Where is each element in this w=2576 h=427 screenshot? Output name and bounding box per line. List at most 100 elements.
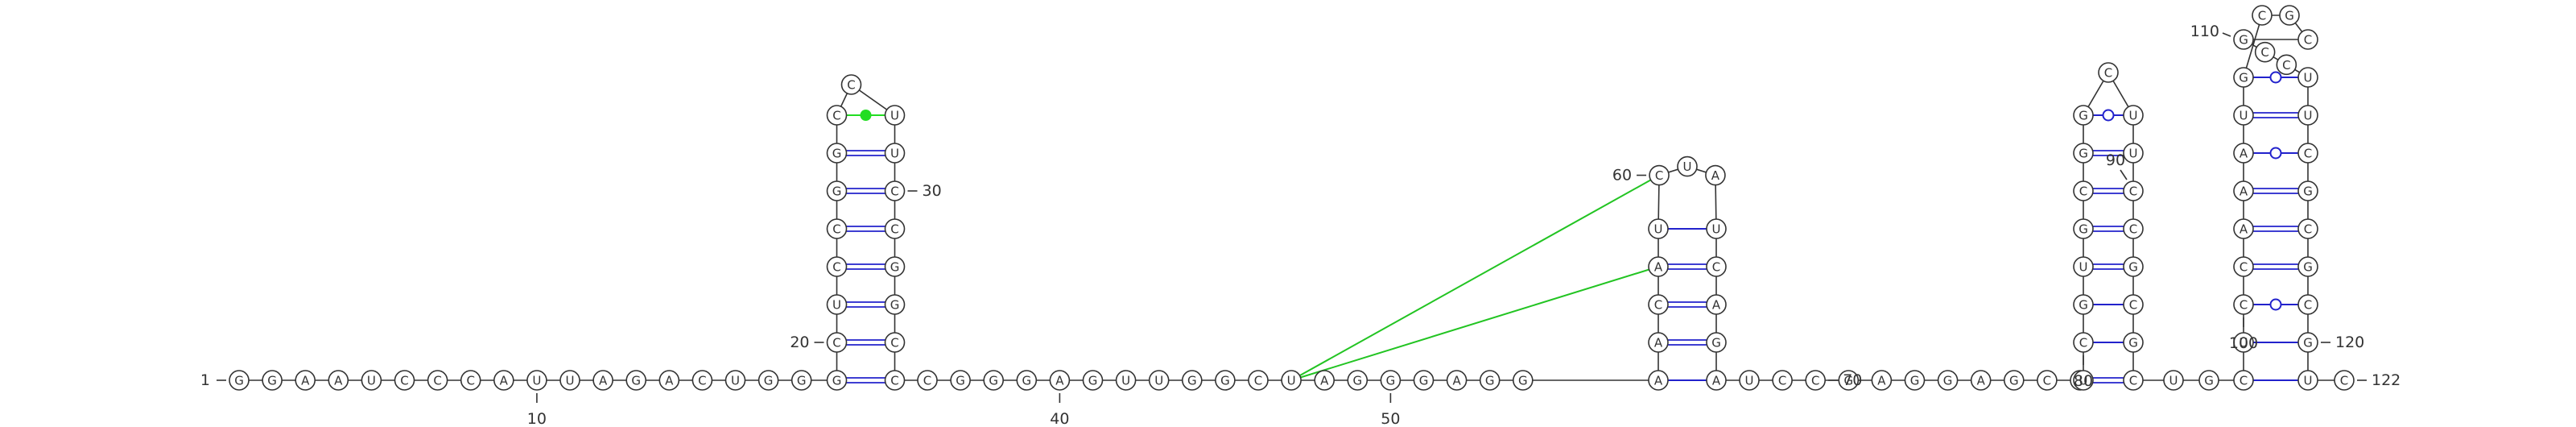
nucleotide: U [2233,332,2254,353]
nucleotide-letter: G [989,374,998,388]
nucleotide-circle [2123,105,2144,126]
nucleotide-letter: C [2260,45,2268,60]
nucleotide: G [884,256,906,277]
nucleotide-letter: G [2204,374,2214,388]
nucleotide-letter: G [764,374,774,388]
nucleotide: C [2073,180,2094,201]
nucleotide: A [1871,370,1893,391]
nucleotide-letter: C [2104,66,2112,81]
nucleotide: G [2073,294,2094,315]
nucleotide-circle [2233,332,2254,353]
nucleotide-letter: G [2239,71,2248,85]
nucleotide: G [1937,370,1959,391]
nucleotide-circle [1970,370,1992,391]
nucleotide: U [2123,143,2144,164]
number-label: 60 [1612,167,1632,184]
nucleotide-circle [2334,370,2355,391]
nucleotide: C [2297,294,2318,315]
nucleotide: C [884,332,906,353]
nucleotide-circle [2073,105,2094,126]
nucleotide-letter: A [599,374,608,388]
nucleotide-circle [2123,180,2144,201]
nucleotide: G [1082,370,1104,391]
nucleotide-letter: U [2304,374,2313,388]
nucleotide-circle [1082,370,1104,391]
nucleotide: U [2233,105,2254,126]
nucleotide: U [2123,105,2144,126]
nucleotide-circle [2073,370,2094,391]
nucleotide-circle [2254,41,2276,63]
nucleotide: C [691,370,713,391]
nucleotide-letter: A [2240,222,2248,237]
nucleotide-circle [493,370,514,391]
nucleotide-circle [1705,164,1726,186]
nucleotide-circle [884,180,906,201]
nucleotide-letter: G [1352,374,1362,388]
nucleotide-letter: U [890,147,899,161]
nucleotide: G [2004,370,2025,391]
nucleotide-letter: U [2304,71,2313,85]
nucleotide: C [427,370,448,391]
nucleotide: G [262,370,283,391]
nucleotide-letter: C [2240,374,2248,388]
number-label: 80 [2074,372,2093,390]
nucleotide-circle [2233,67,2254,88]
nucleotide: C [2297,218,2318,239]
nucleotide: A [1049,370,1071,391]
nucleotide-letter: G [832,147,842,161]
nucleotide-letter: A [1654,260,1663,275]
nucleotide-letter: C [847,78,855,93]
nucleotide: G [884,294,906,315]
nucleotide-circle [658,370,680,391]
nucleotide-letter: C [2240,298,2248,313]
nucleotide-circle [884,143,906,164]
nucleotide: U [559,370,580,391]
nucleotide: A [1648,256,1669,277]
nucleotide: A [658,370,680,391]
nucleotide-circle [1677,155,1698,177]
nucleotide-circle [1148,370,1170,391]
nucleotide-letter: G [2128,336,2138,350]
backbone-layer [239,15,2344,381]
nucleotide: G [2198,370,2219,391]
nucleotide-circle [2297,294,2318,315]
nucleotide-letter: C [698,374,706,388]
nucleotide-circle [2297,332,2318,353]
gu-pair-marker [2269,298,2282,311]
nucleotide: U [884,105,906,126]
nucleotide-circle [826,294,848,315]
nucleotide-circle [758,370,779,391]
nucleotide-circle [295,370,316,391]
nucleotide: C [1706,256,1727,277]
nucleotide-letter: G [631,374,641,388]
nucleotide-letter: U [2304,109,2313,123]
nucleotide-letter: U [1745,374,1754,388]
nucleotide-letter: U [2240,109,2248,123]
nucleotide-circle [2163,370,2184,391]
nucleotide: U [826,294,848,315]
nucleotide-circle [1706,332,1727,353]
number-label: 50 [1381,410,1400,427]
nucleotide: G [2233,29,2254,50]
nucleotide: C [2297,143,2318,164]
nucleotide-circle [2073,256,2094,277]
nucleotide-circle [826,180,848,201]
nucleotide-letter: U [367,374,376,388]
nucleotide-letter: C [2240,260,2248,275]
nucleotide-circle [1805,370,1826,391]
nucleotide: G [2233,67,2254,88]
nucleotide-circle [1772,370,1793,391]
nucleotide-circle [950,370,971,391]
nucleotide: G [2073,105,2094,126]
nucleotide: G [2073,143,2094,164]
nucleotide: G [1215,370,1236,391]
nucleotide-letter: C [923,374,931,388]
nucleotide-circle [1215,370,1236,391]
nucleotide-circle [460,370,481,391]
nucleotide-letter: U [2129,147,2138,161]
number-tick [2222,32,2231,37]
nucleotide: G [2297,256,2318,277]
nucleotide-letter: C [890,336,898,350]
nucleotide-letter: G [2079,222,2088,237]
